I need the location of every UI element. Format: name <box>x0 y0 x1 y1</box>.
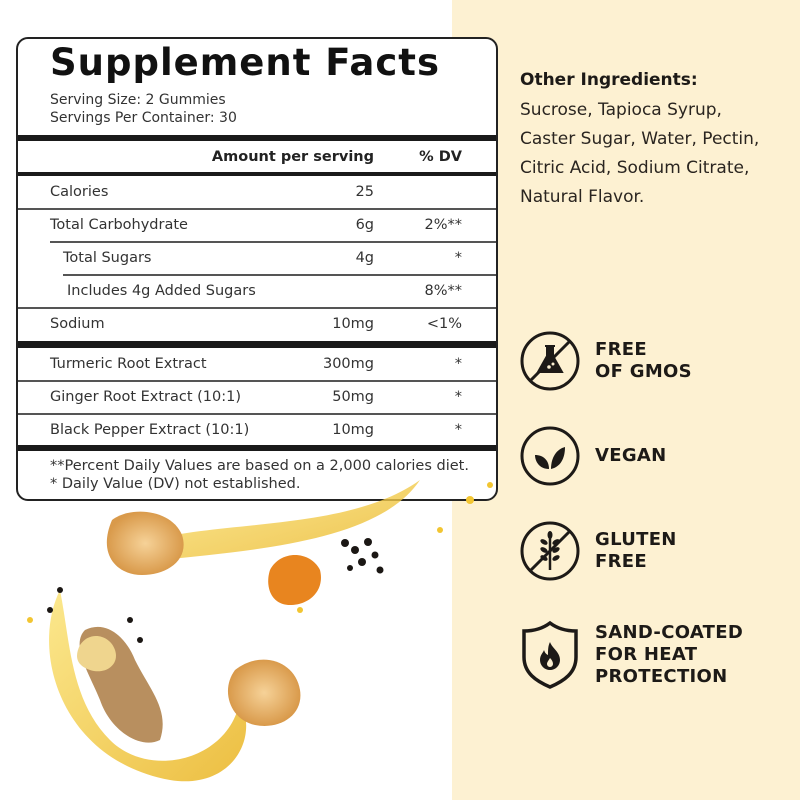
badge-line: FREE <box>595 551 647 572</box>
row-label: Includes 4g Added Sugars <box>67 283 256 299</box>
divider-thick <box>18 341 496 348</box>
divider <box>63 274 496 276</box>
divider <box>18 307 496 309</box>
row-label: Sodium <box>50 316 105 332</box>
ginger-slice <box>77 635 116 672</box>
row-dv: * <box>454 250 462 266</box>
badge-line: SAND-COATED <box>595 622 744 643</box>
row-amount: 10mg <box>332 422 374 438</box>
table-row: Calories 25 <box>18 176 496 209</box>
badge-line: OF GMOS <box>595 361 692 382</box>
oil-droplets <box>27 482 493 623</box>
divider <box>18 208 496 210</box>
table-row: Total Carbohydrate 6g 2%** <box>18 209 496 242</box>
divider <box>18 413 496 415</box>
turmeric-slice <box>268 555 321 605</box>
oil-wave <box>150 480 420 560</box>
divider-thick <box>18 172 496 176</box>
row-label: Turmeric Root Extract <box>50 356 207 372</box>
row-label: Black Pepper Extract (10:1) <box>50 422 250 438</box>
table-row: Sodium 10mg <1% <box>18 308 496 341</box>
facts-title: Supplement Facts <box>50 41 441 84</box>
table-header: Amount per serving % DV <box>18 141 496 174</box>
row-dv: * <box>454 422 462 438</box>
badge-line: FOR HEAT <box>595 644 698 665</box>
badge-gluten-free: GLUTEN FREE <box>519 520 677 582</box>
row-amount: 25 <box>355 184 374 200</box>
other-ingredients: Other Ingredients: Sucrose, Tapioca Syru… <box>520 70 780 212</box>
row-amount: 50mg <box>332 389 374 405</box>
row-label: Total Sugars <box>63 250 152 266</box>
row-amount: 4g <box>355 250 374 266</box>
table-row: Includes 4g Added Sugars 8%** <box>18 275 496 308</box>
gummy-top <box>106 511 184 575</box>
row-dv: 2%** <box>424 217 462 233</box>
row-label: Total Carbohydrate <box>50 217 188 233</box>
badge-line: GLUTEN <box>595 529 677 550</box>
row-dv: 8%** <box>424 283 462 299</box>
badge-line: FREE <box>595 339 647 360</box>
serving-size: Serving Size: 2 Gummies <box>50 92 226 108</box>
table-row: Total Sugars 4g * <box>18 242 496 275</box>
badge-line: PROTECTION <box>595 666 728 687</box>
table-row: Turmeric Root Extract 300mg * <box>18 348 496 381</box>
divider-thick <box>18 445 496 451</box>
other-ingredients-text: Sucrose, Tapioca Syrup, Caster Sugar, Wa… <box>520 100 760 207</box>
divider-thick <box>18 135 496 141</box>
row-label: Calories <box>50 184 109 200</box>
shield-flame-icon <box>522 620 578 689</box>
badge-vegan: VEGAN <box>519 425 667 487</box>
footnote-not-established: * Daily Value (DV) not established. <box>50 476 301 492</box>
row-amount: 10mg <box>332 316 374 332</box>
no-gmo-flask-icon <box>520 331 580 391</box>
row-label: Ginger Root Extract (10:1) <box>50 389 242 405</box>
black-pepper <box>47 538 384 643</box>
leaf-icon <box>520 426 580 486</box>
footnote-dv: **Percent Daily Values are based on a 2,… <box>50 458 469 474</box>
row-dv: * <box>454 356 462 372</box>
table-row: Black Pepper Extract (10:1) 10mg * <box>18 414 496 447</box>
row-amount: 300mg <box>322 356 374 372</box>
gummy-bottom <box>227 659 301 726</box>
badge-sand-coated: SAND-COATED FOR HEAT PROTECTION <box>519 620 743 690</box>
row-dv: <1% <box>426 316 462 332</box>
divider <box>50 241 496 243</box>
other-ingredients-heading: Other Ingredients: <box>520 70 698 90</box>
table-row: Ginger Root Extract (10:1) 50mg * <box>18 381 496 414</box>
servings-per-container: Servings Per Container: 30 <box>50 110 237 126</box>
badge-line: VEGAN <box>595 445 667 466</box>
row-dv: * <box>454 389 462 405</box>
ingredients-illustration <box>27 480 493 782</box>
amount-header: Amount per serving <box>211 149 374 165</box>
supplement-facts-panel: Supplement Facts Serving Size: 2 Gummies… <box>16 37 498 501</box>
oil-splash <box>49 590 247 782</box>
row-amount: 6g <box>355 217 374 233</box>
no-wheat-icon <box>520 521 580 581</box>
cream-panel <box>452 0 800 800</box>
badge-free-of-gmos: FREE OF GMOS <box>519 330 692 392</box>
dv-header: % DV <box>419 149 462 165</box>
divider <box>18 380 496 382</box>
